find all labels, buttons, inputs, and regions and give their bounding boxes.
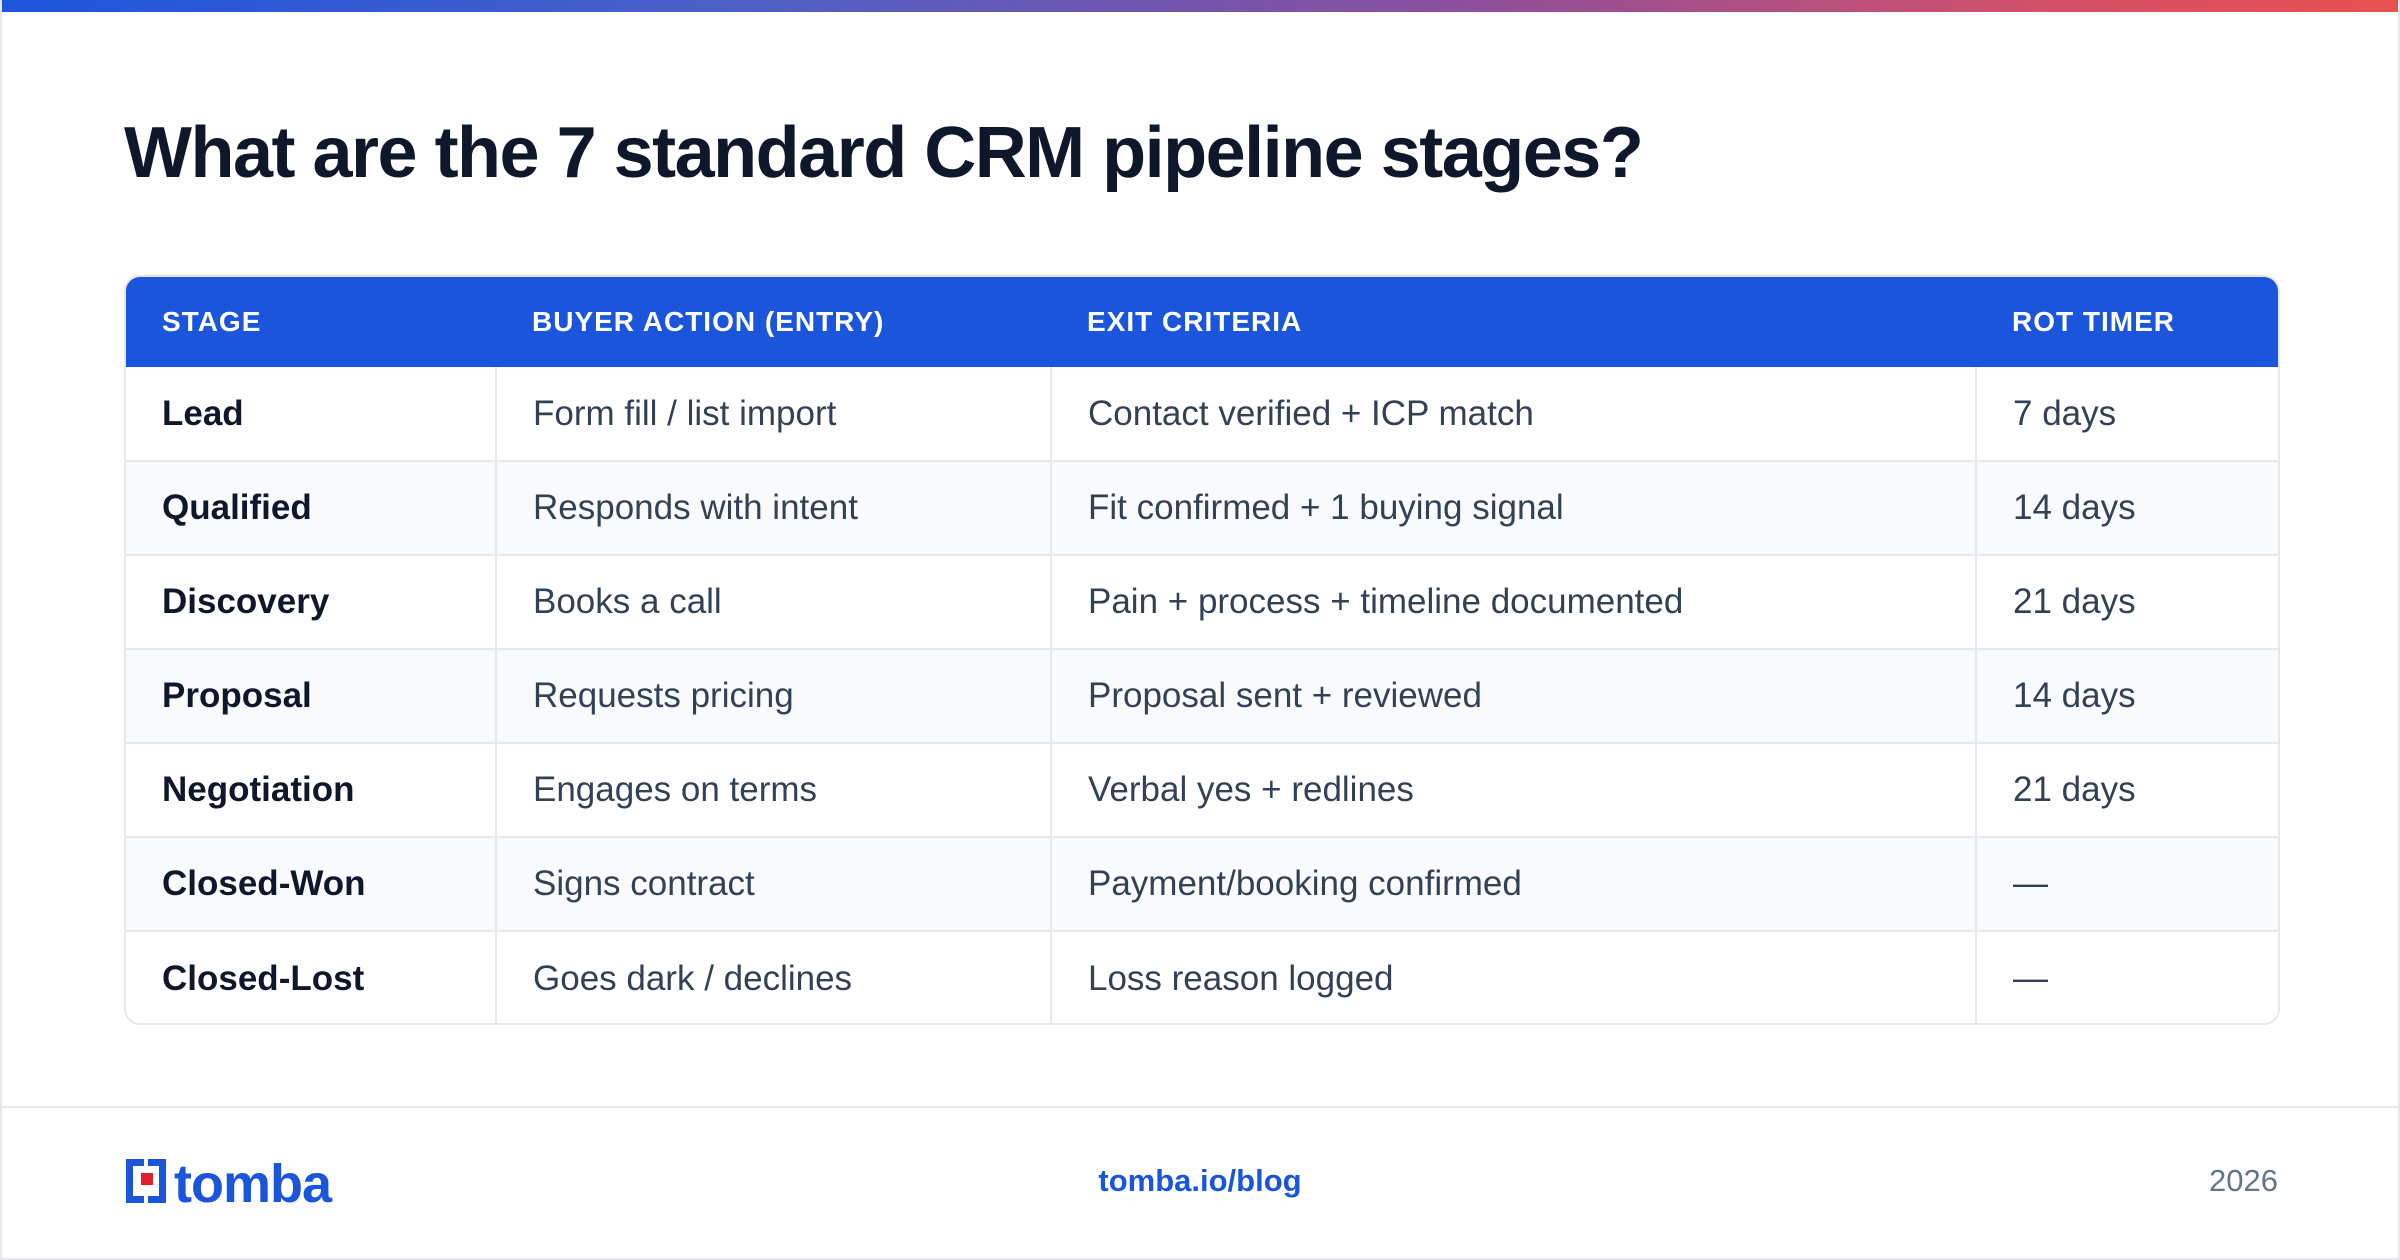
table-row: Closed-Lost Goes dark / declines Loss re… (126, 930, 2278, 1023)
table-row: Negotiation Engages on terms Verbal yes … (126, 742, 2278, 837)
buyer-action-cell: Responds with intent (495, 460, 1051, 555)
rot-timer-cell: 21 days (1975, 742, 2278, 837)
rot-timer-cell: 7 days (1975, 367, 2278, 461)
buyer-action-cell: Goes dark / declines (495, 930, 1051, 1023)
table-row: Closed-Won Signs contract Payment/bookin… (126, 836, 2278, 931)
table-row: Qualified Responds with intent Fit confi… (126, 460, 2278, 555)
blog-link[interactable]: tomba.io/blog (1098, 1163, 1302, 1198)
exit-criteria-cell: Contact verified + ICP match (1050, 367, 1976, 461)
logo-text: tomba (174, 1155, 333, 1207)
top-gradient-bar (2, 0, 2398, 12)
stage-cell: Proposal (126, 648, 496, 743)
footer-year: 2026 (2209, 1163, 2278, 1198)
tomba-logo[interactable]: tomba (124, 1155, 380, 1207)
footer-divider (2, 1106, 2398, 1108)
stage-cell: Qualified (126, 460, 496, 555)
exit-criteria-cell: Proposal sent + reviewed (1050, 648, 1976, 743)
exit-criteria-cell: Payment/booking confirmed (1050, 836, 1976, 931)
buyer-action-cell: Requests pricing (495, 648, 1051, 743)
exit-criteria-cell: Pain + process + timeline documented (1050, 554, 1976, 649)
exit-criteria-cell: Verbal yes + redlines (1050, 742, 1976, 837)
rot-timer-cell: 21 days (1975, 554, 2278, 649)
stages-table: STAGE BUYER ACTION (ENTRY) EXIT CRITERIA… (126, 277, 2278, 1023)
table-header-row: STAGE BUYER ACTION (ENTRY) EXIT CRITERIA… (126, 277, 2278, 367)
stage-cell: Lead (162, 393, 244, 433)
tomba-logo-mark: tomba (126, 1155, 334, 1207)
rot-timer-cell: 14 days (1975, 460, 2278, 555)
pipeline-stages-table: STAGE BUYER ACTION (ENTRY) EXIT CRITERIA… (124, 275, 2280, 1025)
stage-cell: Closed-Lost (126, 930, 496, 1023)
exit-criteria-cell: Loss reason logged (1050, 930, 1976, 1023)
buyer-action-cell: Form fill / list import (495, 367, 1051, 461)
table-row: Proposal Requests pricing Proposal sent … (126, 648, 2278, 743)
table-row: Discovery Books a call Pain + process + … (126, 554, 2278, 649)
buyer-action-cell: Signs contract (495, 836, 1051, 931)
table-row: Lead Form fill / list import Contact ver… (126, 367, 2278, 461)
buyer-action-cell: Engages on terms (495, 742, 1051, 837)
rot-timer-cell: 14 days (1975, 648, 2278, 743)
header-rot-timer: ROT TIMER (2012, 306, 2175, 337)
header-stage: STAGE (162, 306, 262, 337)
header-buyer-action: BUYER ACTION (ENTRY) (532, 306, 885, 337)
stage-cell: Discovery (126, 554, 496, 649)
stage-cell: Negotiation (126, 742, 496, 837)
rot-timer-cell: — (1975, 836, 2278, 931)
stage-cell: Closed-Won (126, 836, 496, 931)
exit-criteria-cell: Fit confirmed + 1 buying signal (1050, 460, 1976, 555)
page-title: What are the 7 standard CRM pipeline sta… (124, 113, 1644, 193)
header-exit-criteria: EXIT CRITERIA (1087, 306, 1303, 337)
rot-timer-cell: — (1975, 930, 2278, 1023)
buyer-action-cell: Books a call (495, 554, 1051, 649)
